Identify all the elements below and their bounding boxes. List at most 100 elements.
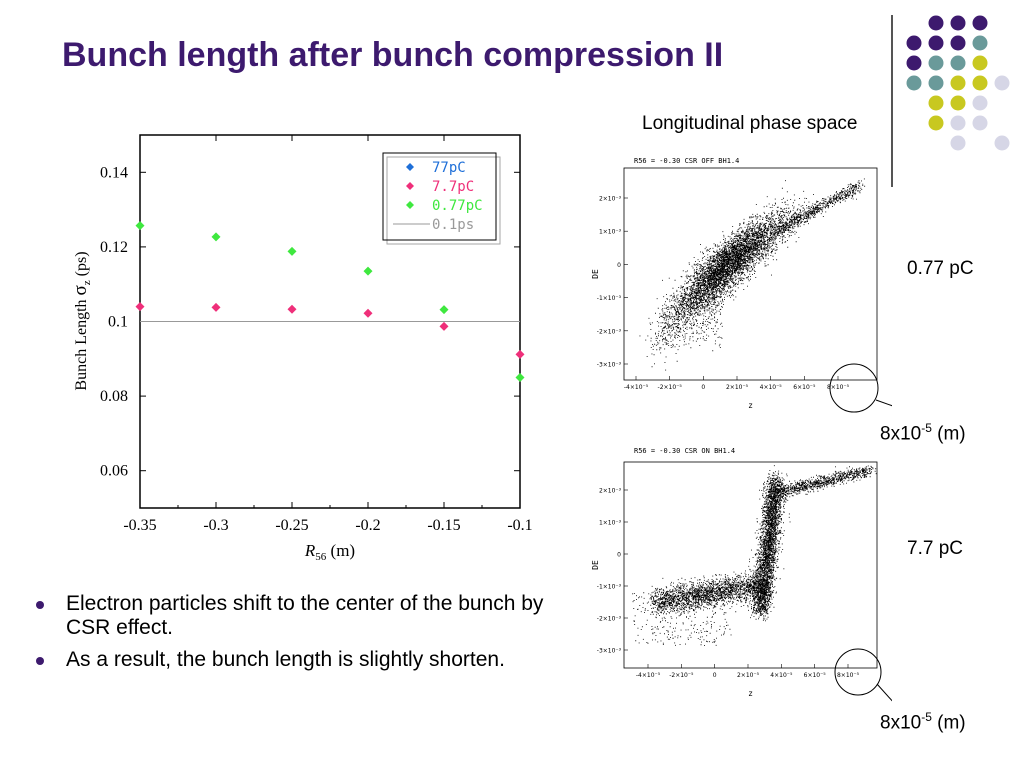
decorative-dot — [950, 135, 966, 151]
decorative-dot — [994, 75, 1010, 91]
decorative-dot — [950, 35, 966, 51]
scale-label-bottom: 8x10-5 (m) — [880, 710, 966, 734]
decorative-dot — [928, 95, 944, 111]
phase-x-tick-label: 0 — [701, 384, 705, 391]
phase-x-axis-label: z — [748, 401, 753, 410]
phase-x-tick-label: 4×10⁻⁵ — [770, 672, 793, 679]
legend-diamond-marker — [406, 163, 414, 171]
phase-space-plot-csr-off: R56 = -0.30 CSR OFF BH1.4 2×10⁻³ 1×10⁻³ 0 -1… — [592, 157, 892, 413]
phase-y-tick-label: 1×10⁻³ — [599, 229, 622, 236]
phase-y-tick-label: 2×10⁻³ — [599, 488, 622, 495]
data-point — [515, 372, 525, 382]
legend-diamond-marker — [406, 201, 414, 209]
decorative-dot — [950, 75, 966, 91]
phase-x-tick-label: 6×10⁻⁵ — [804, 672, 827, 679]
phase-space-title: Longitudinal phase space — [642, 113, 858, 134]
phase-label-bottom: 7.7 pC — [907, 538, 963, 559]
y-axis-label: Bunch Length σz (ps) — [70, 251, 93, 390]
decorative-dot — [972, 75, 988, 91]
decorative-dot — [928, 115, 944, 131]
phase-label-top: 0.77 pC — [907, 258, 974, 279]
x-tick-label: -0.35 — [123, 517, 156, 534]
phase-x-tick-label: 4×10⁻⁵ — [760, 384, 783, 391]
decorative-dot — [972, 35, 988, 51]
bullet-dot-icon — [36, 657, 44, 665]
phase-y-tick-label: -1×10⁻³ — [597, 584, 622, 591]
callout-line — [876, 683, 892, 702]
data-point — [439, 305, 449, 315]
phase-x-tick-label: 2×10⁻⁵ — [726, 384, 749, 391]
x-axis-label: R56 (m) — [304, 541, 355, 563]
phase-y-tick-label: -3×10⁻³ — [597, 362, 622, 369]
particle-cloud — [639, 178, 866, 371]
x-axis-ticks: -0.35 -0.3 -0.25 -0.2 -0.15 -0.1 — [123, 135, 533, 534]
highlight-circle-icon — [834, 648, 882, 696]
legend-label: 7.7pC — [432, 179, 474, 195]
phase-plot-frame — [623, 167, 878, 381]
decorative-dot — [972, 55, 988, 71]
decorative-dot — [972, 15, 988, 31]
phase-x-tick-label: 8×10⁻⁵ — [837, 672, 860, 679]
phase-space-plot-csr-on: R56 = -0.30 CSR ON BH1.4 2×10⁻³ 1×10⁻³ 0 -1×… — [592, 447, 892, 702]
phase-y-tick-label: 2×10⁻³ — [599, 196, 622, 203]
y-tick-label: 0.1 — [108, 314, 128, 331]
data-point — [363, 266, 373, 276]
decorative-dot — [928, 75, 944, 91]
phase-y-tick-label: -2×10⁻³ — [597, 328, 622, 335]
divider-line — [891, 15, 893, 187]
decorative-dot-grid — [906, 15, 1010, 151]
decorative-dot — [906, 35, 922, 51]
phase-plot-title: R56 = -0.30 CSR ON BH1.4 — [634, 447, 735, 455]
data-point — [135, 221, 145, 231]
phase-y-axis-label: DE — [592, 560, 600, 570]
bunch-length-chart: 0.060.080.10.120.14 -0.35 -0.3 -0.25 -0.2 -0… — [70, 134, 533, 563]
decorative-dot — [950, 55, 966, 71]
y-tick-label: 0.14 — [100, 164, 128, 181]
decorative-dot — [950, 15, 966, 31]
bullet-dot-icon — [36, 601, 44, 609]
x-tick-label: -0.2 — [355, 517, 380, 534]
highlight-circle-icon — [829, 363, 879, 413]
phase-plot-frame — [623, 461, 878, 669]
decorative-dot — [994, 135, 1010, 151]
legend-label: 0.1ps — [432, 217, 474, 233]
bullet-item: As a result, the bunch length is slightl… — [30, 648, 570, 672]
data-point — [287, 246, 297, 256]
data-point — [515, 349, 525, 359]
slide-title: Bunch length after bunch compression II — [62, 36, 724, 74]
decorative-dot — [972, 115, 988, 131]
data-point — [287, 304, 297, 314]
data-point — [211, 302, 221, 312]
data-point — [363, 308, 373, 318]
phase-x-tick-label: 0 — [713, 672, 717, 679]
phase-x-tick-label: -4×10⁻⁵ — [636, 672, 661, 679]
phase-x-axis-label: z — [748, 689, 753, 698]
chart-legend: 77pC 7.7pC 0.77pC 0.1ps — [382, 152, 501, 245]
data-point — [439, 321, 449, 331]
phase-y-tick-label: 0 — [617, 262, 621, 269]
x-tick-label: -0.15 — [427, 517, 460, 534]
x-tick-label: -0.3 — [203, 517, 228, 534]
phase-y-tick-label: -1×10⁻³ — [597, 295, 622, 302]
legend-label: 0.77pC — [432, 198, 483, 214]
x-tick-label: -0.1 — [507, 517, 532, 534]
y-tick-label: 0.08 — [100, 388, 128, 405]
data-point — [135, 302, 145, 312]
phase-y-tick-label: -3×10⁻³ — [597, 648, 622, 655]
decorative-dot — [928, 15, 944, 31]
decorative-dot — [906, 75, 922, 91]
phase-x-tick-label: 6×10⁻⁵ — [793, 384, 816, 391]
phase-x-tick-label: -2×10⁻⁵ — [669, 672, 694, 679]
decorative-dot — [972, 95, 988, 111]
phase-y-axis-label: DE — [592, 269, 600, 279]
decorative-dot — [906, 55, 922, 71]
decorative-dot — [950, 115, 966, 131]
phase-y-tick-label: 1×10⁻³ — [599, 520, 622, 527]
data-point — [211, 232, 221, 242]
phase-x-tick-label: 2×10⁻⁵ — [737, 672, 760, 679]
bullet-item: Electron particles shift to the center o… — [30, 592, 570, 640]
callout-line — [875, 399, 892, 407]
decorative-dot — [928, 35, 944, 51]
phase-x-tick-label: 8×10⁻⁵ — [827, 384, 850, 391]
legend-label: 77pC — [432, 160, 466, 176]
